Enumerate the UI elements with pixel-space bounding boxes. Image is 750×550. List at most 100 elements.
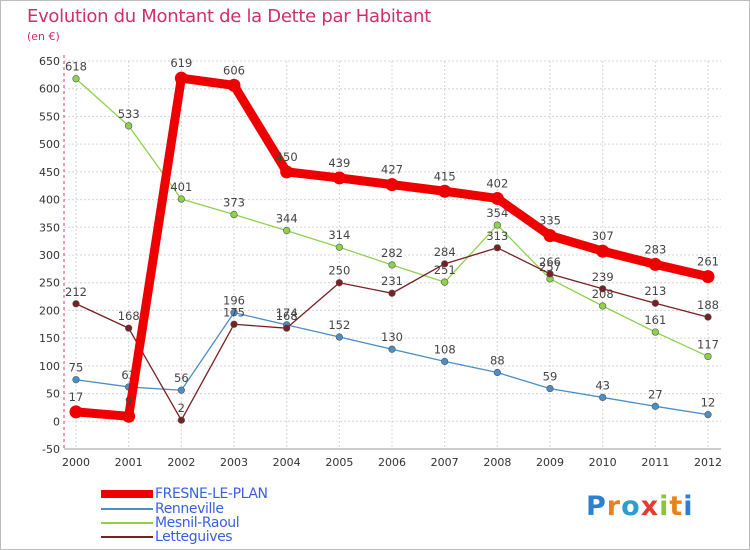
logo-letter: o bbox=[621, 491, 641, 522]
data-label-fresne-le-plan: 427 bbox=[381, 163, 403, 177]
x-tick-label: 2004 bbox=[273, 456, 301, 469]
data-label-mesnil-raoul: 373 bbox=[223, 196, 245, 210]
data-label-renneville: 174 bbox=[276, 306, 298, 320]
y-tick-label: 400 bbox=[39, 194, 60, 207]
data-point-renneville bbox=[599, 393, 607, 402]
data-point-mesnil-raoul bbox=[283, 227, 291, 235]
data-label-letteguives: 212 bbox=[65, 285, 87, 299]
x-tick-label: 2009 bbox=[536, 456, 564, 469]
data-point-renneville bbox=[230, 309, 238, 317]
y-tick-label: 550 bbox=[39, 110, 60, 123]
data-point-mesnil-raoul bbox=[177, 195, 185, 203]
y-tick-label: 150 bbox=[39, 332, 60, 345]
legend-label: Letteguives bbox=[155, 529, 233, 545]
x-tick-label: 2006 bbox=[378, 456, 406, 469]
chart-title: Evolution du Montant de la Dette par Hab… bbox=[27, 6, 431, 27]
data-point-fresne-le-plan bbox=[174, 71, 188, 85]
data-point-mesnil-raoul bbox=[441, 278, 449, 286]
data-label-renneville: 56 bbox=[174, 371, 189, 385]
legend-swatch bbox=[101, 522, 153, 524]
data-label-letteguives: 313 bbox=[486, 229, 508, 243]
data-label-mesnil-raoul: 257 bbox=[539, 260, 561, 274]
data-label-fresne-le-plan: 261 bbox=[697, 255, 719, 269]
data-point-letteguives bbox=[72, 300, 80, 308]
logo-letter: r bbox=[606, 491, 622, 522]
y-tick-label: 100 bbox=[39, 360, 60, 373]
data-point-renneville bbox=[651, 402, 659, 410]
data-point-fresne-le-plan bbox=[596, 244, 610, 258]
data-label-fresne-le-plan: 606 bbox=[223, 63, 245, 77]
x-tick-label: 2001 bbox=[115, 456, 143, 469]
data-label-renneville: 88 bbox=[490, 354, 505, 368]
y-tick-label: 350 bbox=[39, 221, 60, 234]
data-label-fresne-le-plan: 335 bbox=[539, 214, 561, 228]
data-label-mesnil-raoul: 354 bbox=[486, 206, 508, 220]
data-point-renneville bbox=[493, 368, 501, 377]
data-label-letteguives: 239 bbox=[592, 270, 614, 284]
y-tick-label: 200 bbox=[39, 304, 60, 317]
y-tick-label: 450 bbox=[39, 166, 60, 179]
data-point-letteguives bbox=[441, 260, 449, 268]
data-point-fresne-le-plan bbox=[332, 171, 346, 185]
data-point-renneville bbox=[335, 333, 343, 341]
legend-swatch bbox=[101, 508, 153, 510]
data-point-mesnil-raoul bbox=[651, 328, 659, 336]
x-tick-label: 2007 bbox=[431, 456, 459, 469]
data-point-renneville bbox=[72, 376, 80, 384]
data-point-mesnil-raoul bbox=[599, 302, 607, 310]
logo-letter: P bbox=[586, 491, 607, 522]
data-label-letteguives: 213 bbox=[644, 284, 666, 298]
data-label-letteguives: 250 bbox=[328, 264, 350, 278]
data-point-mesnil-raoul bbox=[335, 243, 343, 251]
legend-item-fresne-le-plan: FRESNE-LE-PLAN bbox=[101, 487, 268, 501]
data-point-fresne-le-plan bbox=[385, 178, 399, 192]
data-label-letteguives: 284 bbox=[434, 245, 456, 259]
legend-label: Mesnil-Raoul bbox=[155, 515, 240, 531]
data-label-renneville: 75 bbox=[69, 361, 84, 375]
data-point-fresne-le-plan bbox=[280, 165, 294, 179]
legend-swatch bbox=[101, 490, 153, 498]
legend-swatch bbox=[101, 536, 153, 538]
data-point-fresne-le-plan bbox=[648, 257, 662, 271]
data-label-mesnil-raoul: 161 bbox=[644, 313, 666, 327]
data-label-letteguives: 266 bbox=[539, 255, 561, 269]
legend-item-renneville: Renneville bbox=[101, 502, 224, 516]
data-point-fresne-le-plan bbox=[701, 270, 715, 284]
data-point-fresne-le-plan bbox=[122, 409, 136, 423]
data-point-renneville bbox=[177, 386, 185, 394]
data-label-letteguives: 231 bbox=[381, 274, 403, 288]
data-point-letteguives bbox=[704, 313, 712, 321]
data-point-renneville bbox=[388, 345, 396, 353]
data-point-letteguives bbox=[546, 270, 554, 278]
data-point-letteguives bbox=[125, 324, 133, 332]
data-point-mesnil-raoul bbox=[72, 75, 80, 83]
data-label-mesnil-raoul: 117 bbox=[697, 337, 719, 351]
data-point-letteguives bbox=[283, 324, 291, 332]
data-point-fresne-le-plan bbox=[543, 229, 557, 243]
data-label-fresne-le-plan: 415 bbox=[434, 169, 456, 183]
y-tick-label: -50 bbox=[42, 443, 60, 456]
data-label-renneville: 152 bbox=[328, 318, 350, 332]
data-label-fresne-le-plan: 619 bbox=[170, 56, 192, 70]
data-point-renneville bbox=[546, 384, 554, 393]
legend-item-mesnil-raoul: Mesnil-Raoul bbox=[101, 515, 240, 531]
y-tick-label: 50 bbox=[46, 388, 60, 401]
data-label-renneville: 196 bbox=[223, 294, 245, 308]
data-point-fresne-le-plan bbox=[438, 184, 452, 198]
data-label-mesnil-raoul: 282 bbox=[381, 246, 403, 260]
legend-label: Renneville bbox=[155, 501, 224, 517]
data-label-renneville: 108 bbox=[434, 342, 456, 356]
data-point-letteguives bbox=[651, 299, 659, 307]
data-label-mesnil-raoul: 314 bbox=[328, 228, 350, 242]
data-label-letteguives: 2 bbox=[178, 401, 185, 415]
y-tick-label: 300 bbox=[39, 249, 60, 262]
data-point-fresne-le-plan bbox=[490, 191, 504, 205]
x-tick-label: 2010 bbox=[589, 456, 617, 469]
data-label-fresne-le-plan: 283 bbox=[644, 242, 666, 256]
y-tick-label: 650 bbox=[39, 55, 60, 68]
logo-letter: i bbox=[659, 491, 670, 522]
y-tick-label: 0 bbox=[53, 415, 60, 428]
data-label-letteguives: 188 bbox=[697, 298, 719, 312]
data-label-letteguives: 175 bbox=[223, 305, 245, 319]
x-tick-label: 2002 bbox=[167, 456, 195, 469]
